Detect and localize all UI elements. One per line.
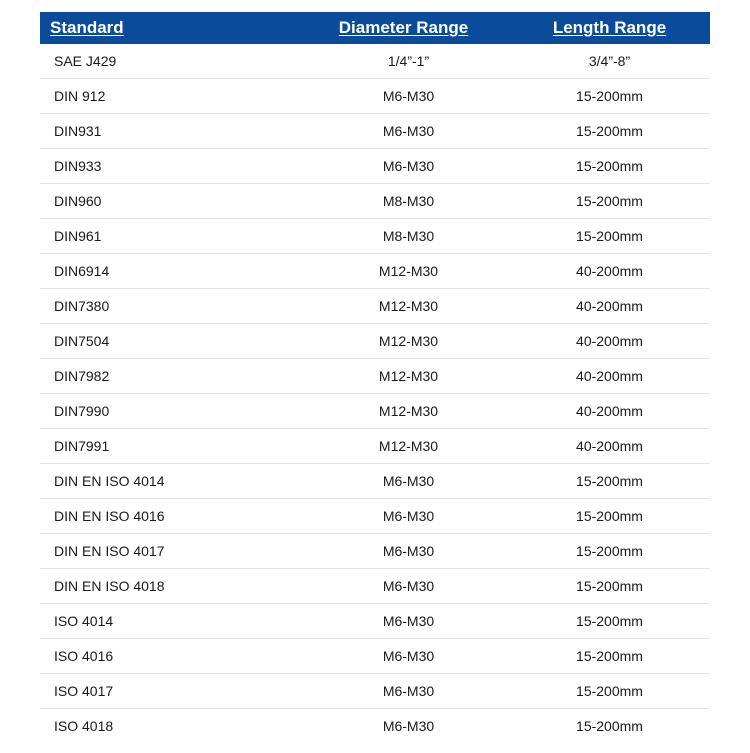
cell-standard: DIN7982: [40, 359, 308, 394]
cell-length: 15-200mm: [509, 709, 710, 744]
cell-standard: DIN960: [40, 184, 308, 219]
table-row: DIN933M6-M3015-200mm: [40, 149, 710, 184]
cell-standard: DIN EN ISO 4014: [40, 464, 308, 499]
table-row: ISO 4016M6-M3015-200mm: [40, 639, 710, 674]
col-header-length: Length Range: [509, 12, 710, 44]
table-row: DIN961M8-M3015-200mm: [40, 219, 710, 254]
cell-diameter: M6-M30: [308, 534, 509, 569]
table-row: DIN EN ISO 4014M6-M3015-200mm: [40, 464, 710, 499]
table-row: DIN931M6-M3015-200mm: [40, 114, 710, 149]
standards-table-container: Standard Diameter Range Length Range SAE…: [0, 0, 750, 753]
cell-standard: DIN7990: [40, 394, 308, 429]
cell-length: 15-200mm: [509, 639, 710, 674]
cell-standard: DIN EN ISO 4017: [40, 534, 308, 569]
cell-diameter: M12-M30: [308, 324, 509, 359]
cell-diameter: M6-M30: [308, 674, 509, 709]
table-row: DIN EN ISO 4017M6-M3015-200mm: [40, 534, 710, 569]
cell-standard: DIN 912: [40, 79, 308, 114]
cell-length: 15-200mm: [509, 674, 710, 709]
cell-standard: DIN EN ISO 4016: [40, 499, 308, 534]
cell-length: 40-200mm: [509, 429, 710, 464]
cell-diameter: M6-M30: [308, 79, 509, 114]
cell-diameter: M6-M30: [308, 639, 509, 674]
cell-standard: DIN931: [40, 114, 308, 149]
cell-diameter: M6-M30: [308, 569, 509, 604]
cell-diameter: M6-M30: [308, 464, 509, 499]
cell-diameter: M6-M30: [308, 149, 509, 184]
table-row: DIN7982M12-M3040-200mm: [40, 359, 710, 394]
cell-diameter: M6-M30: [308, 709, 509, 744]
cell-length: 3/4”-8”: [509, 44, 710, 79]
cell-diameter: M12-M30: [308, 429, 509, 464]
cell-standard: ISO 4017: [40, 674, 308, 709]
table-row: DIN7991M12-M3040-200mm: [40, 429, 710, 464]
cell-length: 40-200mm: [509, 324, 710, 359]
table-row: DIN EN ISO 4018M6-M3015-200mm: [40, 569, 710, 604]
cell-diameter: M6-M30: [308, 604, 509, 639]
cell-length: 40-200mm: [509, 359, 710, 394]
cell-standard: DIN933: [40, 149, 308, 184]
cell-length: 15-200mm: [509, 184, 710, 219]
cell-standard: ISO 4016: [40, 639, 308, 674]
table-row: DIN EN ISO 4016M6-M3015-200mm: [40, 499, 710, 534]
col-header-diameter: Diameter Range: [308, 12, 509, 44]
cell-diameter: M12-M30: [308, 394, 509, 429]
cell-standard: DIN7380: [40, 289, 308, 324]
cell-length: 40-200mm: [509, 254, 710, 289]
standards-table: Standard Diameter Range Length Range SAE…: [40, 12, 710, 743]
cell-length: 15-200mm: [509, 499, 710, 534]
cell-length: 40-200mm: [509, 394, 710, 429]
cell-standard: DIN7991: [40, 429, 308, 464]
cell-diameter: 1/4”-1”: [308, 44, 509, 79]
cell-standard: ISO 4014: [40, 604, 308, 639]
table-row: DIN6914M12-M3040-200mm: [40, 254, 710, 289]
cell-diameter: M8-M30: [308, 219, 509, 254]
table-row: ISO 4017M6-M3015-200mm: [40, 674, 710, 709]
table-header-row: Standard Diameter Range Length Range: [40, 12, 710, 44]
table-row: DIN 912M6-M3015-200mm: [40, 79, 710, 114]
cell-standard: DIN7504: [40, 324, 308, 359]
cell-length: 15-200mm: [509, 79, 710, 114]
table-row: DIN7990M12-M3040-200mm: [40, 394, 710, 429]
col-header-standard: Standard: [40, 12, 308, 44]
table-row: DIN960M8-M3015-200mm: [40, 184, 710, 219]
cell-standard: DIN6914: [40, 254, 308, 289]
cell-standard: ISO 4018: [40, 709, 308, 744]
table-header: Standard Diameter Range Length Range: [40, 12, 710, 44]
cell-diameter: M12-M30: [308, 254, 509, 289]
cell-length: 15-200mm: [509, 149, 710, 184]
cell-diameter: M12-M30: [308, 359, 509, 394]
cell-standard: DIN961: [40, 219, 308, 254]
cell-length: 15-200mm: [509, 534, 710, 569]
table-row: ISO 4018M6-M3015-200mm: [40, 709, 710, 744]
cell-length: 15-200mm: [509, 464, 710, 499]
cell-diameter: M6-M30: [308, 114, 509, 149]
cell-length: 15-200mm: [509, 569, 710, 604]
table-row: DIN7380M12-M3040-200mm: [40, 289, 710, 324]
cell-diameter: M8-M30: [308, 184, 509, 219]
cell-standard: SAE J429: [40, 44, 308, 79]
cell-length: 15-200mm: [509, 604, 710, 639]
table-body: SAE J4291/4”-1”3/4”-8”DIN 912M6-M3015-20…: [40, 44, 710, 743]
cell-standard: DIN EN ISO 4018: [40, 569, 308, 604]
cell-length: 15-200mm: [509, 219, 710, 254]
cell-diameter: M6-M30: [308, 499, 509, 534]
table-row: DIN7504M12-M3040-200mm: [40, 324, 710, 359]
cell-diameter: M12-M30: [308, 289, 509, 324]
cell-length: 40-200mm: [509, 289, 710, 324]
table-row: SAE J4291/4”-1”3/4”-8”: [40, 44, 710, 79]
table-row: ISO 4014M6-M3015-200mm: [40, 604, 710, 639]
cell-length: 15-200mm: [509, 114, 710, 149]
